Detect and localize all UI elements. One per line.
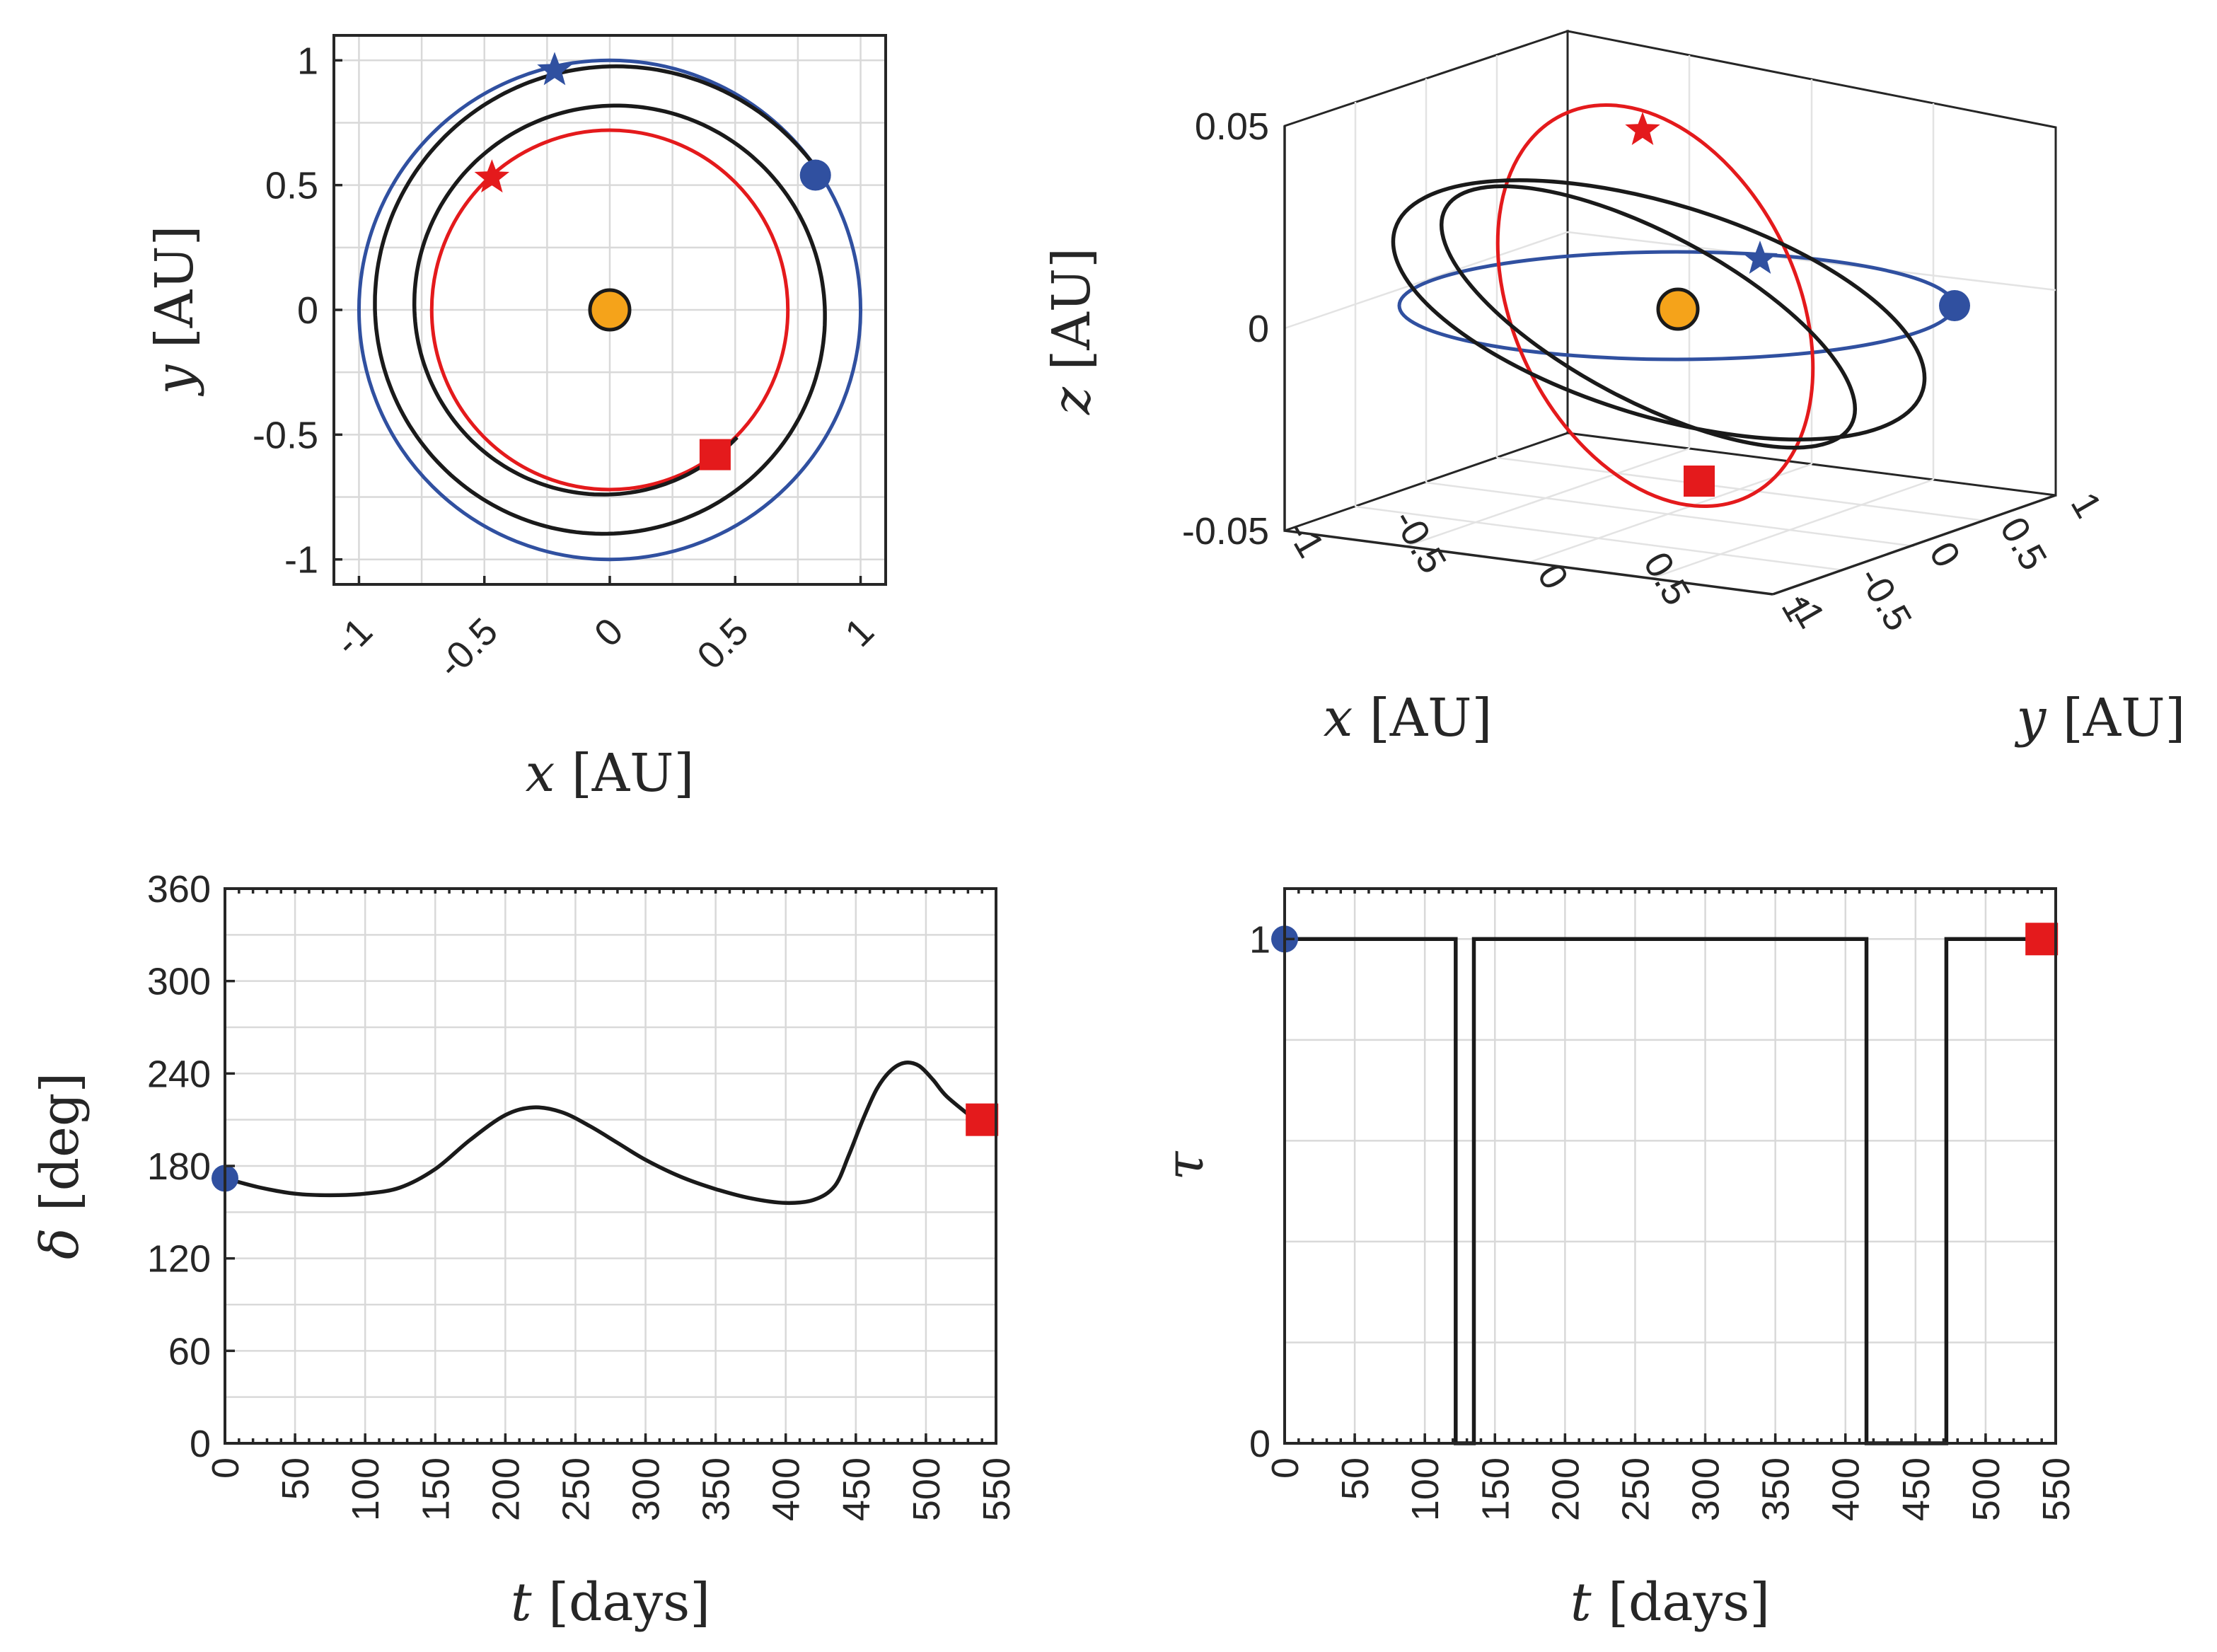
p1-xtick-label: -1 [327,610,381,664]
p2-y-axis [1772,494,2056,596]
p4-xtick-label: 450 [1895,1457,1938,1521]
p4-xtick-label: 200 [1544,1457,1587,1521]
p4-xtick-label: 0 [1264,1457,1307,1479]
p3-grid [224,887,997,1445]
panel-xy-orbit: -1 -0.5 0 0.5 1 -1 -0.5 0 0.5 1 x [AU] y [AU] [144,34,887,804]
p2-transfer-trajectory-inner [1439,184,1858,450]
p4-ytick-label: 1 [1249,918,1270,961]
p1-marker-star-blue [537,52,572,86]
p1-marker-star-red [474,159,510,193]
p1-transfer-trajectory [373,64,827,536]
p4-xtick-label: 150 [1474,1457,1517,1521]
p3-series-line [224,1061,977,1206]
p4-xtick-label: 300 [1685,1457,1727,1521]
p4-xtick-label: 550 [2035,1457,2078,1521]
p4-data [1271,923,2059,1445]
p2-transfer-trajectory [1391,178,1927,441]
panel-delta-time: 0 50 100 150 200 250 300 350 400 450 500 550 0 60 120 1… [30,868,1018,1633]
p1-ytick-label: -0.5 [253,414,318,456]
p1-marker-square-red [699,439,731,470]
p3-ytick-label: 240 [147,1053,211,1095]
p3-ticks: 0 50 100 150 200 250 300 350 400 450 500 550 0 60 120 1… [147,868,1018,1521]
p1-ylabel: y [AU] [144,226,205,397]
p3-ytick-label: 120 [147,1238,211,1281]
p3-xtick-label: 300 [625,1457,668,1521]
p1-xtick-label: 1 [837,610,882,655]
p4-xtick-label: 400 [1825,1457,1868,1521]
p3-xtick-label: 500 [905,1457,948,1521]
p1-orbit-blue [357,58,863,562]
p3-ylabel: δ [deg] [30,1073,91,1259]
p3-xtick-label: 0 [204,1457,247,1479]
p2-x-axis [1284,529,1773,596]
p1-data [357,52,863,562]
p2-zlabel: z [AU] [1041,248,1102,415]
p4-ytick-label: 0 [1249,1423,1270,1465]
p2-marker-square-red [1684,466,1715,497]
p3-xtick-label: 50 [274,1457,317,1500]
p1-ytick-label: -1 [284,539,318,582]
p1-xlabel: x [AU] [526,743,695,804]
p2-marker-star-blue [1742,241,1778,274]
p3-ytick-label: 60 [168,1330,211,1373]
p2-ztick-label: -0.05 [1182,510,1269,553]
p4-xtick-label: 350 [1755,1457,1798,1521]
p4-series-line [1285,937,2042,1445]
p3-xtick-label: 350 [695,1457,738,1521]
p3-ytick-label: 0 [190,1423,211,1465]
p1-xtick-label: -0.5 [429,610,506,686]
p2-xtick-label: 0.5 [1636,545,1699,612]
p3-ytick-label: 300 [147,961,211,1003]
p2-xlabel: x [AU] [1324,688,1493,749]
p2-xtick-label: -0.5 [1385,502,1454,581]
p3-xlabel: t [days] [511,1572,710,1633]
p4-grid [1283,889,2057,1445]
p4-axes-box [1283,887,2057,1445]
p2-ztick-label: 0.05 [1195,105,1269,148]
p4-marker-square-red [2025,923,2059,956]
p1-marker-circle-blue [799,159,831,191]
p2-ytick-label: 0.5 [1992,510,2056,577]
p1-ytick-label: 0.5 [265,165,318,207]
p3-xtick-label: 550 [976,1457,1018,1521]
p2-orbit-red [1495,103,1815,509]
p2-ytick-label: -0.5 [1851,560,1920,638]
p2-xtick-label: -1 [1279,514,1333,565]
p4-xtick-label: 500 [1965,1457,2008,1521]
p2-ylabel: y [AU] [2015,688,2186,749]
p3-ytick-label: 180 [147,1145,211,1188]
p1-ytick-label: 0 [297,289,318,332]
p4-xtick-label: 50 [1334,1457,1377,1500]
p3-xtick-label: 100 [345,1457,387,1521]
p3-data [212,1061,999,1206]
p3-xtick-label: 400 [765,1457,808,1521]
p2-data [1391,103,1970,509]
p3-xtick-label: 450 [835,1457,878,1521]
p2-ztick-label: 0 [1248,308,1269,350]
p2-marker-star-red [1625,112,1660,145]
p1-xtick-label: 0.5 [689,610,757,678]
p1-ytick-label: 1 [297,40,318,82]
p2-marker-circle-blue [1939,290,1970,321]
p1-xtick-label: 0 [586,610,632,655]
p4-xtick-label: 100 [1404,1457,1447,1521]
p2-sun [1656,287,1700,331]
p3-ytick-label: 360 [147,868,211,911]
p4-xlabel: t [days] [1570,1572,1770,1633]
p2-ytick-label: 1 [2063,485,2110,525]
p3-xtick-label: 150 [415,1457,457,1521]
p1-orbit-red [429,128,790,492]
p3-marker-square-red [966,1103,999,1136]
p4-ticks: 0 50 100 150 200 250 300 350 400 450 500 550 0 1 [1249,889,2078,1521]
panel-tau-time: 0 50 100 150 200 250 300 350 400 450 500 550 0 1 t [d… [1154,887,2078,1633]
p2-ytick-label: -1 [1780,584,1834,635]
p1-sun [588,288,632,332]
p3-xtick-label: 200 [485,1457,527,1521]
p4-xtick-label: 250 [1614,1457,1657,1521]
p4-ylabel: τ [1154,1150,1215,1180]
p3-xtick-label: 250 [555,1457,597,1521]
